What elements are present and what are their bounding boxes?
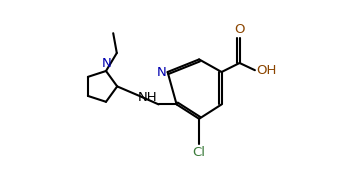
Text: O: O bbox=[234, 23, 245, 36]
Text: Cl: Cl bbox=[193, 146, 206, 159]
Text: N: N bbox=[102, 57, 112, 70]
Text: OH: OH bbox=[256, 64, 276, 77]
Text: NH: NH bbox=[138, 91, 158, 104]
Text: N: N bbox=[157, 66, 167, 78]
